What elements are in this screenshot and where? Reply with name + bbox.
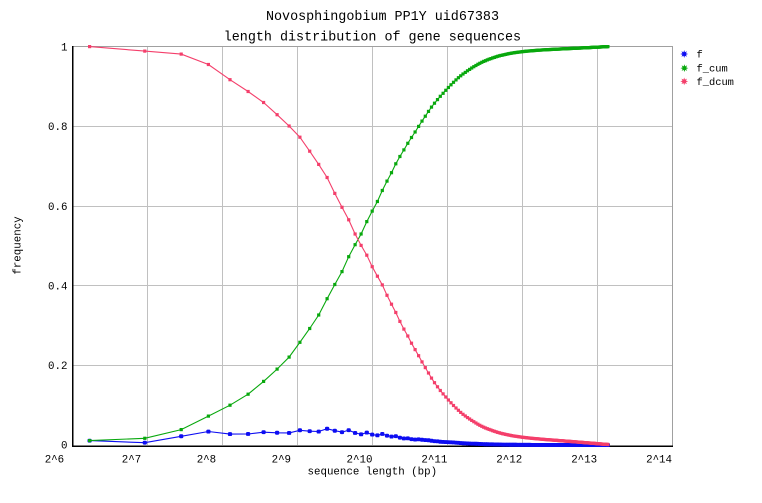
svg-text:0.6: 0.6	[48, 202, 67, 214]
svg-text:2^12: 2^12	[496, 454, 522, 466]
svg-text:length distribution of gene se: length distribution of gene sequences	[224, 30, 521, 45]
svg-text:1: 1	[61, 43, 67, 55]
svg-text:2^13: 2^13	[571, 454, 597, 466]
svg-text:0.2: 0.2	[48, 361, 67, 373]
svg-text:0: 0	[61, 441, 67, 453]
svg-text:f_cum: f_cum	[697, 64, 728, 76]
svg-text:f: f	[697, 50, 703, 62]
svg-text:frequency: frequency	[13, 216, 25, 275]
svg-text:Novosphingobium PP1Y uid67383: Novosphingobium PP1Y uid67383	[266, 10, 499, 25]
svg-text:0.8: 0.8	[48, 122, 67, 134]
svg-text:2^8: 2^8	[197, 454, 216, 466]
svg-text:2^6: 2^6	[45, 454, 64, 466]
svg-text:0.4: 0.4	[48, 281, 67, 293]
svg-text:sequence length (bp): sequence length (bp)	[308, 466, 438, 478]
svg-text:2^10: 2^10	[347, 454, 373, 466]
svg-text:2^14: 2^14	[646, 454, 672, 466]
svg-text:2^7: 2^7	[122, 454, 141, 466]
svg-text:2^11: 2^11	[421, 454, 447, 466]
svg-text:f_dcum: f_dcum	[697, 77, 734, 89]
svg-text:2^9: 2^9	[272, 454, 291, 466]
